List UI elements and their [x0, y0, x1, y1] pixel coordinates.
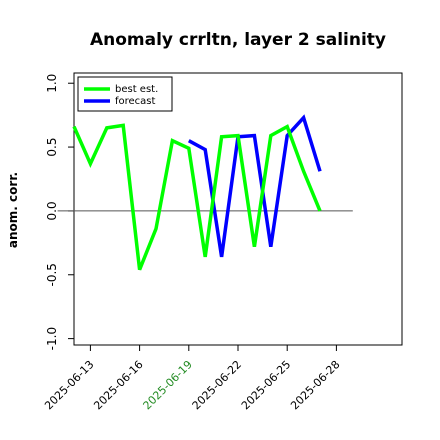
x-tick-label: 2025-06-22 [190, 358, 244, 412]
plot-area [73, 72, 403, 346]
legend-label-best-est: best est. [115, 84, 158, 95]
x-axis: 2025-06-132025-06-162025-06-192025-06-22… [42, 345, 343, 412]
y-axis: -1.0 -0.5 0.0 0.5 1.0 [45, 74, 74, 350]
y-tick-label: 0.5 [45, 138, 59, 157]
y-axis-label: anom. corr. [6, 172, 20, 248]
series-line-best-est [72, 123, 322, 271]
x-tick-label: 2025-06-13 [42, 358, 96, 412]
y-tick-label: -0.5 [45, 263, 59, 286]
y-tick-label: 0.0 [45, 201, 59, 220]
y-tick-label: -1.0 [45, 327, 59, 350]
x-tick-label: 2025-06-28 [288, 358, 342, 412]
x-tick-label: 2025-06-16 [91, 358, 145, 412]
x-tick-label: 2025-06-25 [239, 358, 293, 412]
legend: best est. forecast [77, 76, 173, 112]
series-line-forecast [187, 114, 322, 258]
series-lines [72, 114, 322, 271]
x-tick-label: 2025-06-19 [141, 358, 195, 412]
legend-box [77, 76, 173, 112]
y-tick-label: 1.0 [45, 74, 59, 93]
legend-label-forecast: forecast [115, 96, 156, 107]
chart-title: Anomaly crrltn, layer 2 salinity [90, 30, 386, 50]
